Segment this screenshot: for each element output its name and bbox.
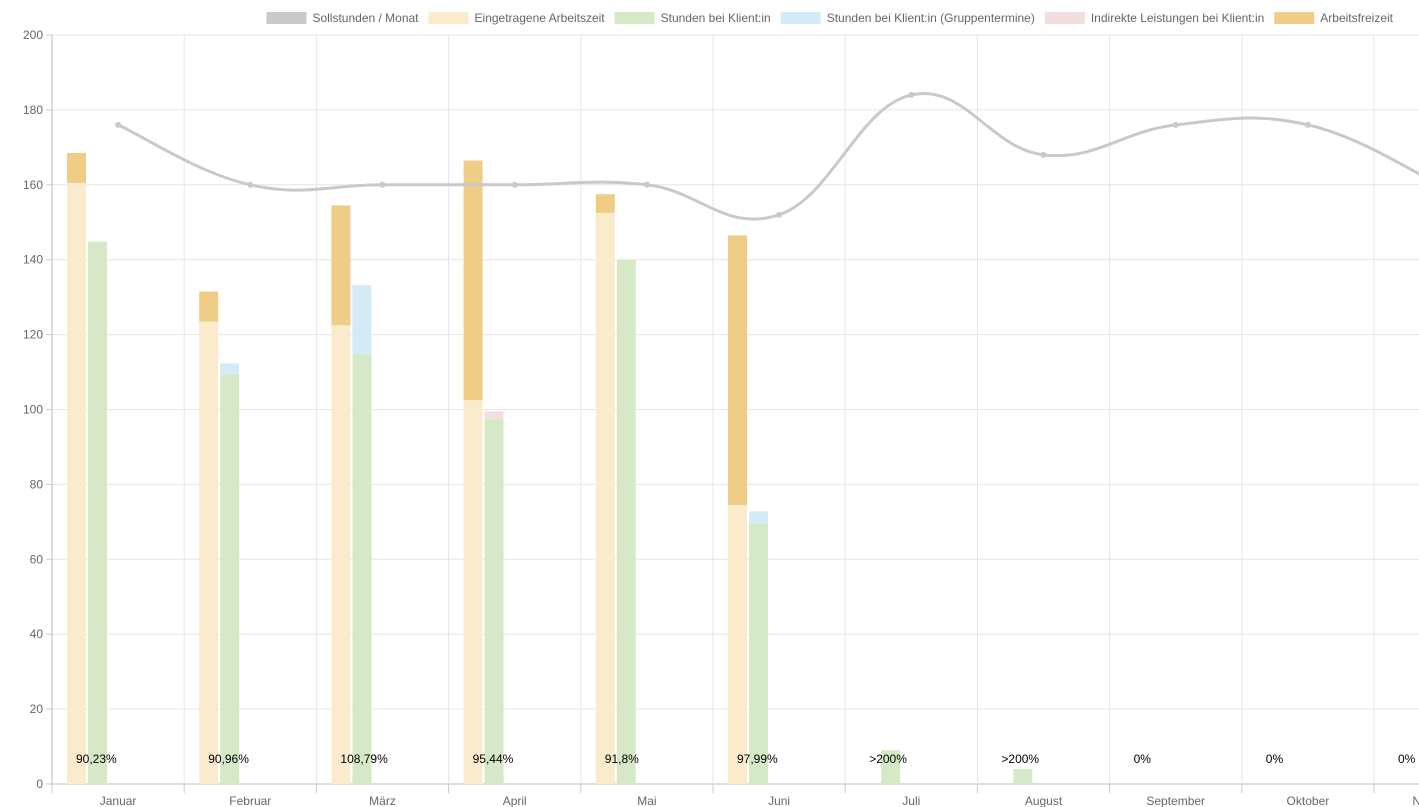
- percent-label: >200%: [1001, 752, 1039, 766]
- bar-eingetragene-arbeitszeit: [331, 325, 351, 784]
- point-sollstunden-monat: [1172, 121, 1179, 128]
- bar-eingetragene-arbeitszeit: [463, 400, 483, 784]
- percent-label: 0%: [1134, 752, 1152, 766]
- legend-swatch-sollstunden-monat: [266, 12, 307, 24]
- sollstunden-line: [115, 91, 1419, 221]
- percent-label: 95,44%: [473, 752, 514, 766]
- x-tick-label: September: [1146, 794, 1205, 807]
- bar-eingetragene-arbeitszeit: [199, 321, 219, 784]
- x-tick-label: April: [503, 794, 527, 807]
- point-sollstunden-monat: [1304, 121, 1311, 128]
- x-tick-label: Mai: [637, 794, 656, 807]
- y-tick-label: 100: [23, 403, 43, 417]
- y-tick-label: 0: [36, 777, 43, 791]
- legend-swatch-stunden-bei-klient-in-gruppentermine: [780, 12, 821, 24]
- bar-arbeitsfreizeit: [463, 160, 483, 401]
- legend-swatch-arbeitsfreizeit: [1274, 12, 1315, 24]
- bar-stunden-bei-klient-in: [749, 523, 768, 784]
- point-sollstunden-monat: [1040, 151, 1047, 158]
- legend-swatch-stunden-bei-klient-in: [614, 12, 655, 24]
- y-tick-label: 80: [30, 477, 44, 491]
- percent-label: 91,8%: [605, 752, 639, 766]
- x-tick-label: Juni: [768, 794, 790, 807]
- x-tick-label: März: [369, 794, 396, 807]
- legend-label: Sollstunden / Monat: [312, 11, 419, 25]
- legend-label: Indirekte Leistungen bei Klient:in: [1091, 11, 1264, 25]
- bar-arbeitsfreizeit: [595, 194, 615, 213]
- y-tick-label: 20: [30, 702, 44, 716]
- point-sollstunden-monat: [247, 181, 254, 188]
- bar-stunden-bei-klient-in-gruppentermine: [749, 511, 768, 524]
- bar-arbeitsfreizeit: [728, 235, 747, 505]
- x-tick-label: November: [1412, 794, 1419, 807]
- percent-label: 0%: [1266, 752, 1284, 766]
- bar-stunden-bei-klient-in-gruppentermine: [352, 285, 372, 355]
- bars: [67, 152, 1033, 785]
- bar-stunden-bei-klient-in: [352, 354, 372, 784]
- bar-arbeitsfreizeit: [331, 205, 351, 326]
- legend-label: Eingetragene Arbeitszeit: [475, 11, 606, 25]
- percent-labels: 90,23% 90,96% 108,79% 95,44% 91,8% 97,99% >200…: [76, 752, 1416, 766]
- y-tick-label: 120: [23, 328, 43, 342]
- bar-eingetragene-arbeitszeit: [595, 212, 615, 784]
- line-sollstunden-monat: [117, 91, 1419, 221]
- y-axis: 0 20 40 60 80 100 120 140 160 180 200: [23, 28, 53, 791]
- bar-stunden-bei-klient-in: [616, 259, 636, 784]
- x-tick-label: Februar: [229, 794, 271, 807]
- percent-label: 90,96%: [208, 752, 249, 766]
- percent-label: 108,79%: [340, 752, 388, 766]
- y-tick-label: 140: [23, 253, 43, 267]
- bar-stunden-bei-klient-in: [1013, 769, 1033, 784]
- bar-stunden-bei-klient-in: [220, 374, 240, 784]
- y-tick-label: 180: [23, 103, 43, 117]
- point-sollstunden-monat: [643, 181, 650, 188]
- point-sollstunden-monat: [379, 181, 386, 188]
- y-tick-label: 40: [30, 627, 44, 641]
- bar-stunden-bei-klient-in-gruppentermine: [220, 363, 240, 375]
- percent-label: >200%: [869, 752, 907, 766]
- x-tick-label: August: [1025, 794, 1063, 807]
- legend-label: Stunden bei Klient:in (Gruppentermine): [827, 11, 1035, 25]
- legend-swatch-indirekte-leistungen-bei-klient-in: [1044, 12, 1085, 24]
- legend: Sollstunden / Monat Eingetragene Arbeitsz…: [266, 11, 1394, 25]
- bar-stunden-bei-klient-in: [88, 241, 107, 784]
- legend-swatch-eingetragene-arbeitszeit: [428, 12, 469, 24]
- x-tick-label: Januar: [100, 794, 137, 807]
- point-sollstunden-monat: [115, 121, 122, 128]
- legend-label: Arbeitsfreizeit: [1320, 11, 1393, 25]
- bar-stunden-bei-klient-in: [881, 750, 901, 784]
- bar-eingetragene-arbeitszeit: [67, 182, 86, 785]
- percent-label: 97,99%: [737, 752, 778, 766]
- bar-stunden-bei-klient-in: [484, 418, 504, 784]
- point-sollstunden-monat: [908, 91, 915, 98]
- bar-indirekte-leistungen-bei-klient-in: [484, 411, 504, 419]
- bar-eingetragene-arbeitszeit: [728, 504, 747, 784]
- y-tick-label: 200: [23, 28, 43, 42]
- percent-label: 90,23%: [76, 752, 117, 766]
- legend-label: Stunden bei Klient:in: [661, 11, 771, 25]
- y-tick-label: 160: [23, 178, 43, 192]
- bar-arbeitsfreizeit: [199, 291, 219, 322]
- bar-arbeitsfreizeit: [67, 152, 86, 183]
- x-tick-label: Oktober: [1287, 794, 1330, 807]
- percent-label: 0%: [1398, 752, 1416, 766]
- x-axis: Januar Februar März April Mai Juni Juli August S…: [51, 784, 1419, 807]
- x-tick-label: Juli: [902, 794, 920, 807]
- point-sollstunden-monat: [776, 211, 783, 218]
- y-tick-label: 60: [30, 552, 44, 566]
- point-sollstunden-monat: [511, 181, 518, 188]
